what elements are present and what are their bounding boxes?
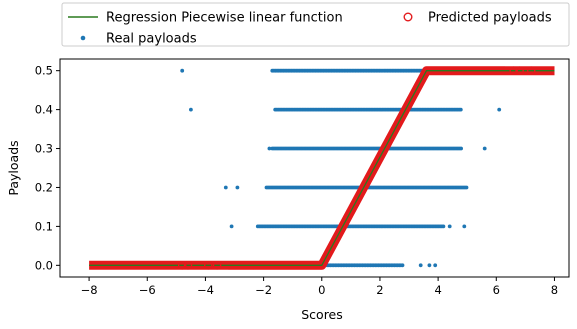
predicted-payload-point xyxy=(515,66,524,75)
real-payload-point xyxy=(482,146,487,151)
y-tick-label: 0.0 xyxy=(35,258,53,272)
real-payload-point xyxy=(235,185,240,190)
real-payload-point xyxy=(441,224,446,229)
real-payload-point xyxy=(418,263,423,268)
x-tick-label: −2 xyxy=(255,283,272,297)
y-tick-label: 0.2 xyxy=(35,180,53,194)
predicted-points-layer xyxy=(177,66,536,270)
plot-area-frame xyxy=(59,58,570,278)
y-tick-label: 0.1 xyxy=(35,219,53,233)
legend-dot-swatch xyxy=(80,35,86,41)
predicted-payload-point xyxy=(203,260,213,270)
y-tick-label: 0.3 xyxy=(35,142,53,156)
real-payload-point xyxy=(497,107,502,112)
x-tick-label: 6 xyxy=(493,283,500,297)
y-tick-label: 0.4 xyxy=(35,103,53,117)
legend-label-real: Real payloads xyxy=(106,32,197,47)
x-tick-label: −8 xyxy=(81,283,98,297)
predicted-payload-point xyxy=(177,260,187,270)
real-payload-point xyxy=(267,146,272,151)
real-payload-point xyxy=(189,107,193,112)
legend-open-circle-swatch xyxy=(403,12,413,22)
real-payload-point xyxy=(462,224,467,229)
legend-label-regression: Regression Piecewise linear function xyxy=(106,11,343,26)
predicted-band-layer xyxy=(89,66,555,270)
x-axis: −8 −6 −4 −2 0 2 4 6 8 xyxy=(81,277,558,297)
x-tick-label: 8 xyxy=(551,283,558,297)
real-payload-point xyxy=(229,224,234,229)
legend-label-predicted: Predicted payloads xyxy=(428,11,552,26)
y-axis: 0.0 0.1 0.2 0.3 0.4 0.5 xyxy=(35,64,60,272)
real-payload-point xyxy=(464,185,469,190)
real-payload-point xyxy=(180,68,185,73)
real-payload-point xyxy=(447,224,452,229)
legend: Regression Piecewise linear function Pre… xyxy=(61,2,570,47)
real-payload-point xyxy=(458,107,463,112)
predicted-payloads-ramp xyxy=(89,66,555,270)
predicted-payload-point xyxy=(183,260,193,270)
x-tick-label: 0 xyxy=(318,283,325,297)
x-tick-label: 4 xyxy=(434,283,441,297)
x-tick-label: −6 xyxy=(139,283,156,297)
x-tick-label: 2 xyxy=(376,283,383,297)
predicted-payload-point xyxy=(526,66,536,75)
real-payload-point xyxy=(427,263,432,268)
legend-frame xyxy=(61,2,570,47)
regression-line xyxy=(89,70,555,266)
y-tick-label: 0.5 xyxy=(35,64,53,78)
real-payload-point xyxy=(459,146,463,151)
predicted-payload-point xyxy=(509,66,519,75)
real-payload-point xyxy=(400,263,405,268)
real-payload-point xyxy=(223,185,228,190)
y-axis-label: Payloads xyxy=(6,140,21,195)
x-axis-label: Scores xyxy=(301,307,343,322)
predicted-payload-point xyxy=(212,260,222,270)
x-tick-label: −4 xyxy=(197,283,214,297)
regression-line-layer xyxy=(89,70,555,266)
real-payload-point xyxy=(433,263,438,268)
